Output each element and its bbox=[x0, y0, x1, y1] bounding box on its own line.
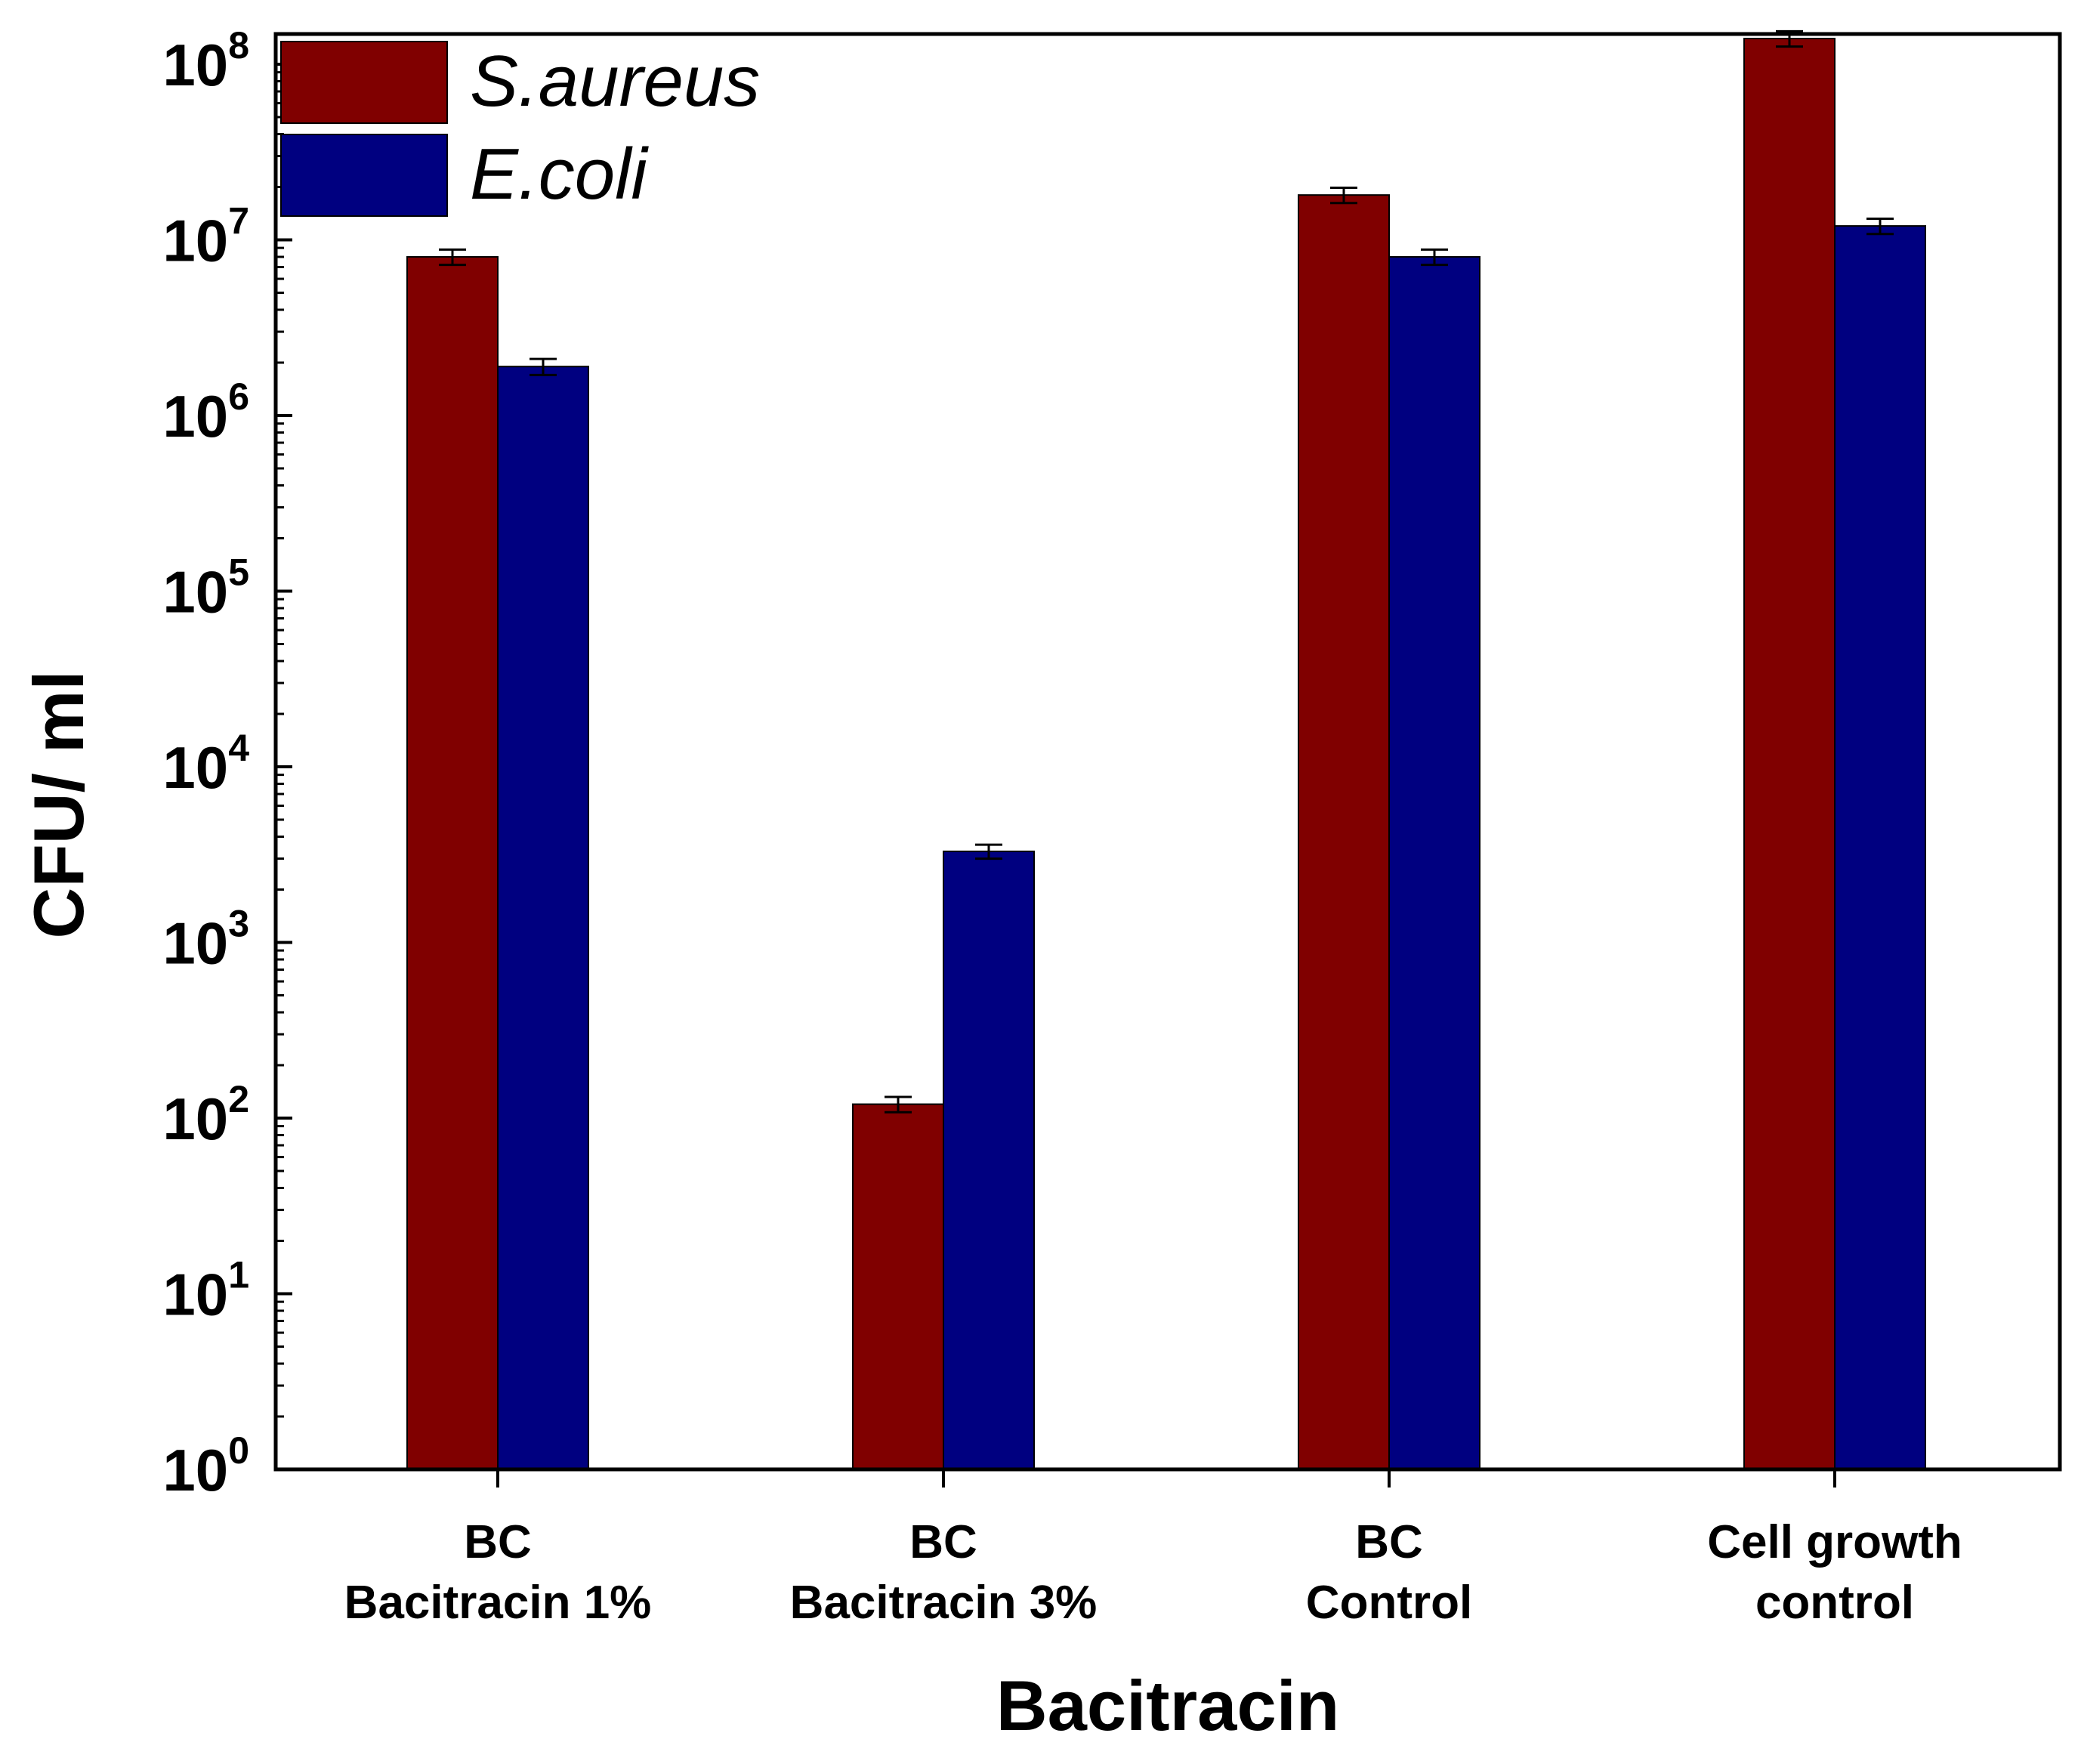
bar-saureus-3 bbox=[1743, 38, 1836, 1470]
plot-frame bbox=[273, 32, 2062, 1472]
legend-item-saureus: S.aureus bbox=[280, 41, 760, 124]
x-tick-label: Cell growth bbox=[1707, 1516, 1962, 1568]
error-bar-ecoli-0 bbox=[530, 357, 557, 376]
legend-label: S.aureus bbox=[470, 41, 760, 122]
bar-ecoli-1 bbox=[943, 850, 1035, 1471]
legend-swatch bbox=[280, 41, 448, 124]
y-axis-ticks: 100 101 102 103 104 105 106 107 108 bbox=[162, 24, 292, 1503]
bar-ecoli-3 bbox=[1834, 225, 1926, 1471]
x-tick-label: control bbox=[1755, 1577, 1914, 1629]
bar-saureus-0 bbox=[406, 256, 499, 1470]
error-bar-ecoli-2 bbox=[1421, 248, 1448, 267]
legend-item-ecoli: E.coli bbox=[280, 134, 649, 217]
x-axis-title: Bacitracin bbox=[996, 1666, 1340, 1745]
bar-saureus-2 bbox=[1298, 194, 1390, 1470]
y-tick-label: 107 bbox=[162, 200, 249, 274]
error-bar-saureus-0 bbox=[439, 248, 466, 267]
error-bar-saureus-2 bbox=[1330, 187, 1357, 205]
legend-label: E.coli bbox=[470, 134, 649, 215]
x-tick-label: Control bbox=[1306, 1577, 1472, 1629]
y-tick-label: 106 bbox=[162, 375, 249, 449]
y-tick-label: 104 bbox=[162, 727, 249, 801]
error-bar-ecoli-3 bbox=[1866, 217, 1894, 236]
y-axis-title: CFU/ ml bbox=[19, 670, 98, 938]
y-tick-label: 102 bbox=[162, 1078, 249, 1152]
bar-ecoli-0 bbox=[497, 366, 589, 1470]
x-tick-label: Bacitracin 3% bbox=[790, 1577, 1098, 1629]
legend-swatch bbox=[280, 134, 448, 217]
x-axis-ticks: BC Bacitracin 1% BC Bacitracin 3% BC Control C… bbox=[344, 1469, 1962, 1629]
y-tick-label: 103 bbox=[162, 903, 249, 977]
y-tick-label: 108 bbox=[162, 24, 249, 98]
bars-layer bbox=[406, 38, 1926, 1471]
error-bar-saureus-1 bbox=[885, 1095, 912, 1114]
x-tick-label: BC bbox=[909, 1516, 977, 1568]
bar-ecoli-2 bbox=[1388, 256, 1480, 1470]
x-tick-label: BC bbox=[1355, 1516, 1423, 1568]
x-tick-label: Bacitracin 1% bbox=[344, 1577, 652, 1629]
y-tick-label: 101 bbox=[162, 1254, 249, 1328]
x-tick-label: BC bbox=[464, 1516, 532, 1568]
legend: S.aureus E.coli bbox=[280, 41, 760, 217]
error-bar-ecoli-1 bbox=[975, 843, 1002, 860]
bar-saureus-1 bbox=[852, 1103, 944, 1470]
y-tick-label: 100 bbox=[162, 1429, 249, 1503]
y-tick-label: 105 bbox=[162, 551, 249, 626]
